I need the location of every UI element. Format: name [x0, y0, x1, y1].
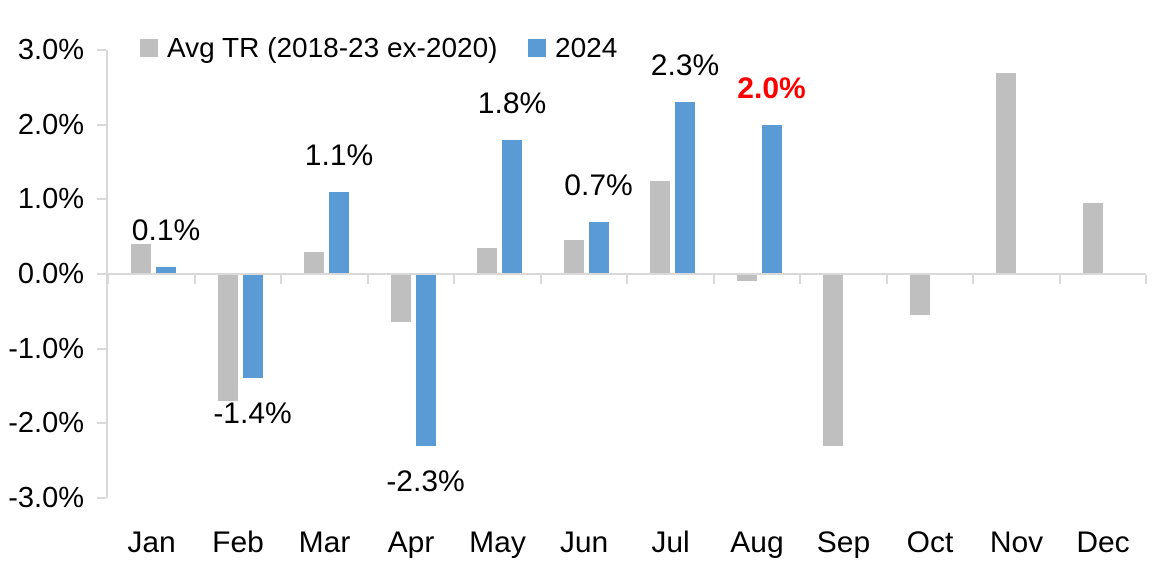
bar-avg-tr-jan — [131, 244, 151, 273]
bar-avg-tr-aug — [736, 275, 757, 282]
x-axis-category-label: May — [469, 526, 526, 559]
data-label-aug: 2.0% — [737, 71, 806, 105]
bar-2024-feb — [242, 275, 263, 379]
x-axis-tick — [885, 275, 888, 284]
legend-swatch-2024 — [528, 39, 546, 57]
bar-2024-mar — [329, 191, 349, 273]
data-label-may: 1.8% — [477, 86, 547, 120]
bar-avg-tr-may — [477, 247, 497, 273]
bar-avg-tr-mar — [304, 251, 324, 273]
x-axis-tick — [799, 275, 801, 284]
bar-avg-tr-jul — [650, 180, 670, 273]
bar-2024-aug — [761, 124, 782, 273]
x-axis-category-label: Jan — [127, 526, 176, 559]
x-axis-tick — [712, 275, 715, 284]
bar-avg-tr-nov — [996, 72, 1016, 273]
bar-2024-jan — [156, 266, 176, 273]
legend-swatch-avg-tr — [140, 39, 158, 57]
bar-avg-tr-oct — [909, 275, 930, 316]
y-axis-tick — [97, 198, 106, 201]
x-axis-tick — [453, 275, 455, 284]
y-axis-tick — [97, 422, 106, 425]
y-axis-tick-label: -1.0% — [8, 332, 84, 365]
x-axis-category-label: Nov — [989, 526, 1044, 559]
bar-avg-tr-apr — [390, 275, 411, 323]
data-label-jun: 0.7% — [564, 168, 633, 202]
y-axis-tick — [97, 496, 106, 499]
y-axis-tick-label: 0.0% — [17, 258, 84, 290]
y-axis-tick-label: 1.0% — [17, 183, 84, 216]
x-axis-tick — [972, 275, 974, 284]
x-axis-tick — [107, 275, 109, 284]
x-axis-category-label: Aug — [730, 526, 784, 559]
bar-2024-apr — [415, 275, 436, 446]
x-axis-category-label: Jul — [651, 526, 690, 559]
x-axis-category-label: Feb — [212, 526, 264, 559]
data-label-jul: 2.3% — [650, 49, 720, 83]
x-axis-tick — [1058, 275, 1061, 284]
x-axis-category-label: Jun — [559, 526, 609, 559]
bar-avg-tr-dec — [1082, 203, 1103, 273]
x-axis-tick — [193, 275, 196, 284]
legend-item-avg-tr: Avg TR (2018-23 ex-2020) — [140, 31, 498, 65]
x-axis-tick — [626, 275, 628, 284]
x-axis-category-label: Oct — [906, 526, 954, 559]
x-axis-category-label: Sep — [816, 526, 871, 559]
bar-avg-tr-sep — [823, 275, 843, 446]
data-label-apr: -2.3% — [386, 464, 465, 498]
y-axis-tick-label: 3.0% — [17, 34, 84, 67]
x-axis-category-label: Dec — [1076, 526, 1130, 559]
legend-label-2024: 2024 — [555, 32, 618, 63]
x-axis-category-label: Mar — [298, 526, 351, 559]
y-axis-tick — [97, 123, 106, 126]
y-axis-tick — [97, 49, 106, 52]
data-label-mar: 1.1% — [304, 138, 374, 172]
y-axis-tick-label: -2.0% — [8, 407, 84, 440]
x-axis-line — [106, 273, 1146, 275]
data-label-jan: 0.1% — [131, 213, 201, 247]
y-axis-tick — [97, 273, 106, 275]
x-axis-category-label: Apr — [387, 526, 435, 559]
legend-item-2024: 2024 — [528, 31, 617, 65]
bar-2024-jun — [588, 221, 609, 273]
x-axis-tick — [366, 275, 369, 284]
legend-label-avg-tr: Avg TR (2018-23 ex-2020) — [167, 32, 498, 63]
bar-avg-tr-jun — [563, 240, 584, 273]
y-axis-tick-label: 2.0% — [17, 108, 84, 141]
bar-2024-jul — [675, 102, 695, 273]
y-axis-tick-label: -3.0% — [8, 481, 84, 514]
data-label-feb: -1.4% — [213, 397, 292, 431]
x-axis-tick — [539, 275, 542, 284]
y-axis-tick — [97, 347, 106, 350]
bar-avg-tr-feb — [217, 275, 238, 401]
x-axis-tick — [280, 275, 282, 284]
bar-2024-may — [502, 139, 522, 273]
x-axis-tick — [1145, 275, 1147, 284]
